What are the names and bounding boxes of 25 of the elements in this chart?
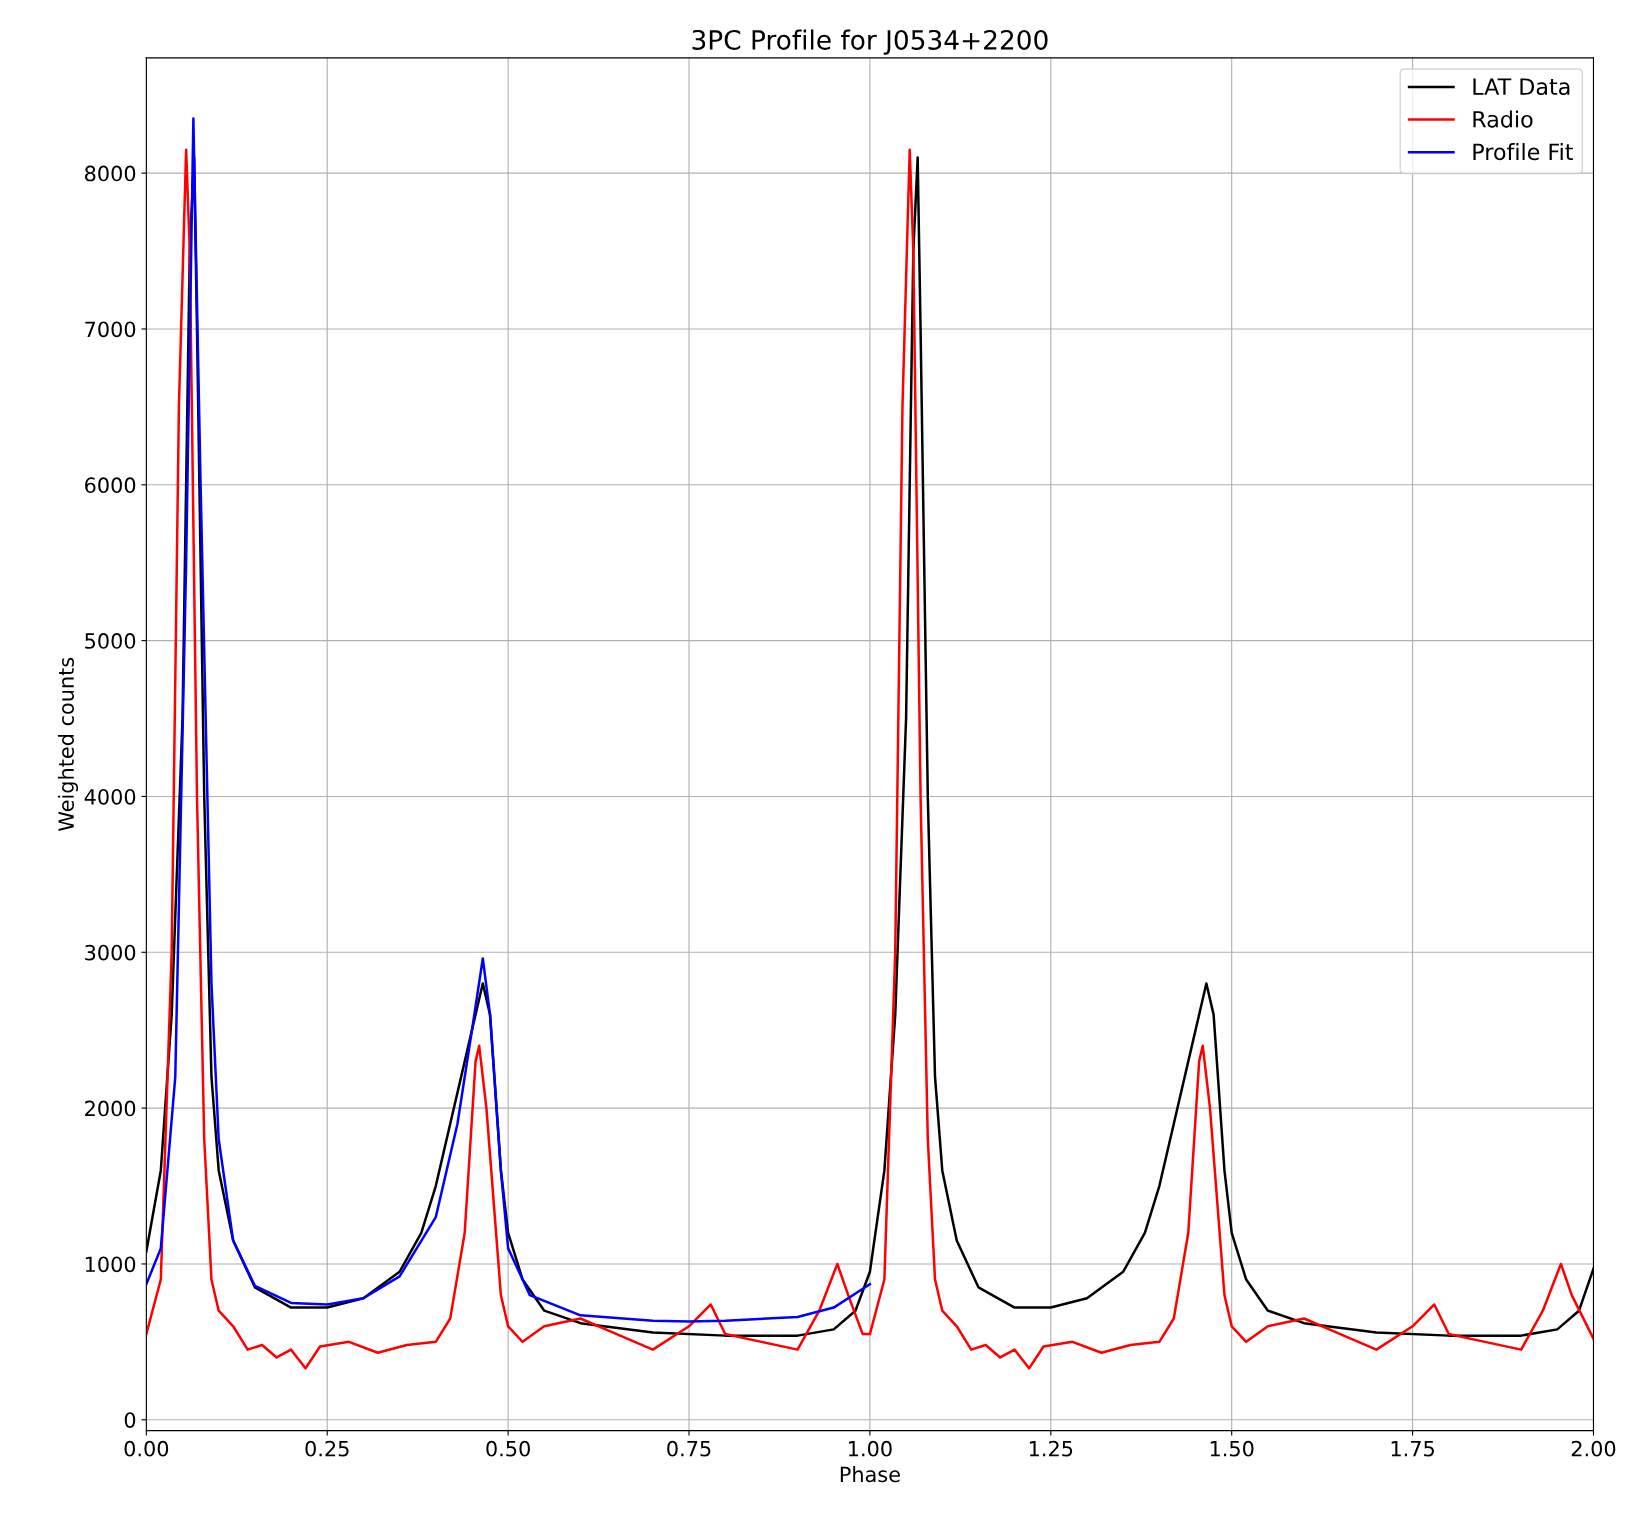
chart-title: 3PC Profile for J0534+2200: [692, 29, 1048, 55]
y-axis-title: Weighted counts: [57, 657, 79, 831]
x-tick-label: 2.00: [1571, 1440, 1616, 1457]
x-tick-label: 1.50: [1210, 1440, 1254, 1457]
y-tick-label: 1000: [85, 1256, 136, 1273]
y-tick-label: 7000: [85, 321, 136, 338]
y-tick-label: 8000: [85, 165, 136, 182]
x-axis-title: Phase: [840, 1466, 900, 1483]
x-tick-label: 0.00: [124, 1440, 169, 1457]
y-tick-label: 0: [124, 1412, 136, 1428]
y-tick-label: 5000: [85, 633, 136, 649]
y-tick-label: 6000: [85, 477, 136, 494]
x-tick-label: 1.75: [1391, 1441, 1434, 1457]
x-tick-label: 1.25: [1029, 1440, 1073, 1457]
legend-label: LAT Data: [1473, 78, 1570, 96]
y-tick-label: 2000: [85, 1100, 136, 1117]
x-tick-label: 0.25: [305, 1440, 349, 1457]
y-tick-label: 4000: [84, 788, 136, 805]
x-tick-label: 0.50: [486, 1440, 530, 1457]
y-tick-label: 3000: [85, 944, 136, 961]
legend-label: Profile Fit: [1473, 143, 1573, 161]
legend-label: Radio: [1473, 110, 1533, 128]
x-tick-label: 1.00: [849, 1440, 892, 1457]
line-series: [146, 117, 872, 1323]
x-tick-label: 0.75: [667, 1440, 711, 1457]
